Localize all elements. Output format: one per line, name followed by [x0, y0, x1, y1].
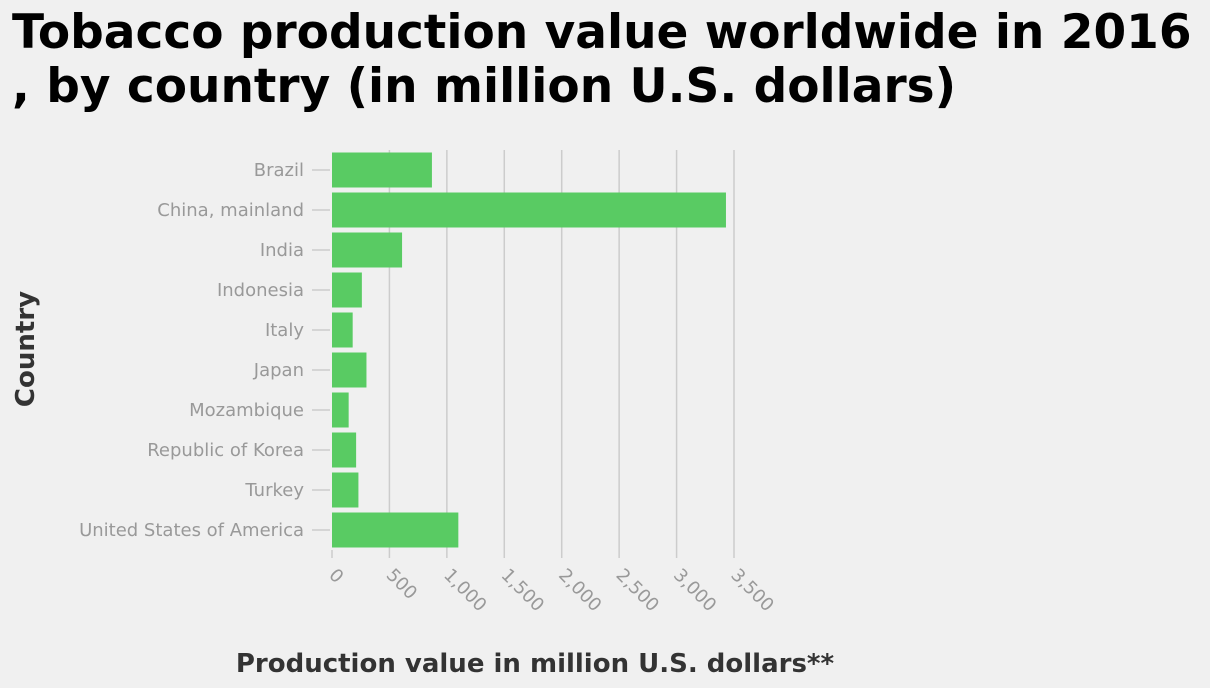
x-tick-label: 2,000 [554, 565, 605, 616]
y-tick-label: Turkey [244, 480, 304, 501]
x-axis-title: Production value in million U.S. dollars… [236, 649, 835, 679]
y-tick-label: Italy [265, 320, 304, 341]
bar [332, 232, 403, 268]
x-tick-label: 2,500 [612, 565, 663, 616]
x-tick-label: 1,500 [497, 565, 548, 616]
y-tick-label: Republic of Korea [147, 440, 304, 461]
y-tick-label: Mozambique [189, 400, 304, 421]
y-tick-label: China, mainland [157, 200, 304, 221]
y-tick-label: Japan [253, 360, 304, 381]
bar [332, 312, 353, 348]
x-axis: 0 500 1,000 1,500 2,000 2,500 3,000 3,500 [324, 550, 778, 616]
bar [332, 152, 432, 188]
x-tick-label: 3,000 [669, 565, 720, 616]
bar [332, 352, 367, 388]
x-tick-label: 3,500 [726, 565, 777, 616]
y-axis: Brazil China, mainland India Indonesia Italy… [79, 160, 330, 541]
y-tick-label: Indonesia [217, 280, 304, 301]
x-tick-label: 500 [382, 565, 421, 604]
y-tick-label: Brazil [254, 160, 304, 181]
y-tick-label: India [260, 240, 304, 261]
chart-title: Tobacco production value worldwide in 20… [12, 5, 1192, 114]
x-tick-label: 1,000 [439, 565, 490, 616]
bar [332, 432, 357, 468]
bars [332, 152, 726, 548]
y-axis-title: Country [11, 291, 41, 407]
bar [332, 392, 349, 428]
y-tick-label: United States of America [79, 520, 304, 541]
bar [332, 192, 726, 228]
x-tick-label: 0 [324, 565, 347, 588]
bar [332, 512, 459, 548]
bar [332, 272, 362, 308]
bar [332, 472, 359, 508]
